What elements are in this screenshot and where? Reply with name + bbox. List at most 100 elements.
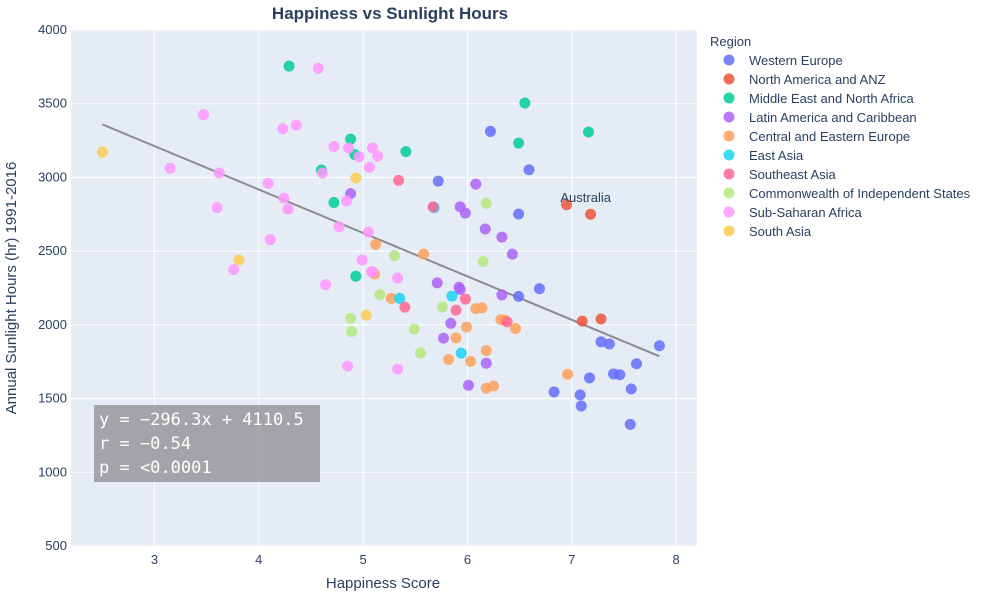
scatter-point[interactable] bbox=[624, 418, 636, 430]
scatter-point[interactable] bbox=[346, 325, 358, 337]
scatter-point[interactable] bbox=[432, 175, 444, 187]
scatter-point[interactable] bbox=[625, 383, 637, 395]
legend-item[interactable]: South Asia bbox=[723, 224, 812, 239]
scatter-point[interactable] bbox=[470, 303, 482, 315]
scatter-point[interactable] bbox=[595, 336, 607, 348]
legend-item[interactable]: Commonwealth of Independent States bbox=[723, 186, 971, 201]
scatter-point[interactable] bbox=[455, 347, 467, 359]
scatter-point[interactable] bbox=[509, 323, 521, 335]
scatter-point[interactable] bbox=[501, 316, 513, 328]
scatter-point[interactable] bbox=[436, 301, 448, 313]
scatter-point[interactable] bbox=[345, 312, 357, 324]
scatter-point[interactable] bbox=[431, 277, 443, 289]
scatter-point[interactable] bbox=[548, 386, 560, 398]
scatter-point[interactable] bbox=[320, 279, 332, 291]
scatter-point[interactable] bbox=[427, 201, 439, 213]
scatter-point[interactable] bbox=[450, 304, 462, 316]
scatter-point[interactable] bbox=[328, 140, 340, 152]
scatter-point[interactable] bbox=[96, 146, 108, 158]
scatter-point[interactable] bbox=[470, 178, 482, 190]
scatter-point[interactable] bbox=[445, 317, 457, 329]
scatter-point[interactable] bbox=[278, 192, 290, 204]
legend-item[interactable]: Central and Eastern Europe bbox=[723, 129, 911, 144]
scatter-point[interactable] bbox=[282, 203, 294, 215]
scatter-point[interactable] bbox=[437, 332, 449, 344]
scatter-point[interactable] bbox=[356, 254, 368, 266]
scatter-point[interactable] bbox=[480, 357, 492, 369]
scatter-point[interactable] bbox=[400, 146, 412, 158]
scatter-point[interactable] bbox=[393, 174, 405, 186]
scatter-point[interactable] bbox=[328, 196, 340, 208]
scatter-point[interactable] bbox=[496, 289, 508, 301]
scatter-point[interactable] bbox=[480, 197, 492, 209]
scatter-point[interactable] bbox=[465, 355, 477, 367]
legend-item[interactable]: Southeast Asia bbox=[723, 167, 837, 182]
scatter-point[interactable] bbox=[198, 109, 210, 121]
scatter-point[interactable] bbox=[164, 162, 176, 174]
scatter-point[interactable] bbox=[479, 223, 491, 235]
scatter-point[interactable] bbox=[277, 123, 289, 135]
scatter-point[interactable] bbox=[360, 309, 372, 321]
scatter-point[interactable] bbox=[374, 289, 386, 301]
scatter-point[interactable] bbox=[418, 248, 430, 260]
scatter-point[interactable] bbox=[233, 254, 245, 266]
scatter-point[interactable] bbox=[574, 389, 586, 401]
scatter-point[interactable] bbox=[477, 255, 489, 267]
scatter-point[interactable] bbox=[480, 345, 492, 357]
scatter-point[interactable] bbox=[340, 195, 352, 207]
legend-item[interactable]: Middle East and North Africa bbox=[723, 91, 915, 106]
scatter-point[interactable] bbox=[582, 126, 594, 138]
scatter-point[interactable] bbox=[459, 293, 471, 305]
scatter-point[interactable] bbox=[506, 248, 518, 260]
scatter-point[interactable] bbox=[341, 360, 353, 372]
scatter-point[interactable] bbox=[350, 270, 362, 282]
scatter-point[interactable] bbox=[316, 167, 328, 179]
legend-item[interactable]: East Asia bbox=[723, 148, 804, 163]
scatter-point[interactable] bbox=[408, 323, 420, 335]
scatter-point[interactable] bbox=[576, 315, 588, 327]
scatter-point[interactable] bbox=[394, 292, 406, 304]
scatter-point[interactable] bbox=[575, 400, 587, 412]
scatter-point[interactable] bbox=[350, 172, 362, 184]
scatter-point[interactable] bbox=[562, 368, 574, 380]
scatter-point[interactable] bbox=[213, 167, 225, 179]
scatter-point[interactable] bbox=[415, 347, 427, 359]
scatter-point[interactable] bbox=[450, 332, 462, 344]
legend-item[interactable]: Western Europe bbox=[723, 53, 843, 68]
scatter-point[interactable] bbox=[343, 142, 355, 154]
scatter-point[interactable] bbox=[453, 281, 465, 293]
legend-item[interactable]: Latin America and Caribbean bbox=[723, 110, 917, 125]
scatter-point[interactable] bbox=[463, 379, 475, 391]
scatter-point[interactable] bbox=[399, 301, 411, 313]
scatter-point[interactable] bbox=[228, 264, 240, 276]
legend-item[interactable]: Sub-Saharan Africa bbox=[723, 205, 863, 220]
scatter-point[interactable] bbox=[385, 292, 397, 304]
scatter-point[interactable] bbox=[513, 208, 525, 220]
scatter-point[interactable] bbox=[388, 250, 400, 262]
scatter-point[interactable] bbox=[519, 97, 531, 109]
scatter-point[interactable] bbox=[653, 340, 665, 352]
scatter-point[interactable] bbox=[480, 382, 492, 394]
scatter-point[interactable] bbox=[365, 266, 377, 278]
scatter-point[interactable] bbox=[345, 133, 357, 145]
scatter-point[interactable] bbox=[333, 221, 345, 233]
scatter-point[interactable] bbox=[353, 151, 365, 163]
scatter-point[interactable] bbox=[496, 231, 508, 243]
scatter-point[interactable] bbox=[523, 164, 535, 176]
scatter-point[interactable] bbox=[370, 239, 382, 251]
legend-item[interactable]: North America and ANZ bbox=[723, 72, 886, 87]
scatter-point[interactable] bbox=[603, 338, 615, 350]
scatter-point[interactable] bbox=[513, 137, 525, 149]
scatter-point[interactable] bbox=[595, 313, 607, 325]
scatter-point[interactable] bbox=[363, 161, 375, 173]
scatter-point[interactable] bbox=[533, 283, 545, 295]
scatter-point[interactable] bbox=[372, 150, 384, 162]
scatter-point[interactable] bbox=[454, 201, 466, 213]
scatter-point[interactable] bbox=[392, 363, 404, 375]
scatter-point[interactable] bbox=[392, 272, 404, 284]
scatter-point[interactable] bbox=[443, 354, 455, 366]
scatter-point[interactable] bbox=[561, 199, 573, 211]
scatter-point[interactable] bbox=[585, 208, 597, 220]
scatter-point[interactable] bbox=[290, 119, 302, 131]
scatter-point[interactable] bbox=[630, 358, 642, 370]
